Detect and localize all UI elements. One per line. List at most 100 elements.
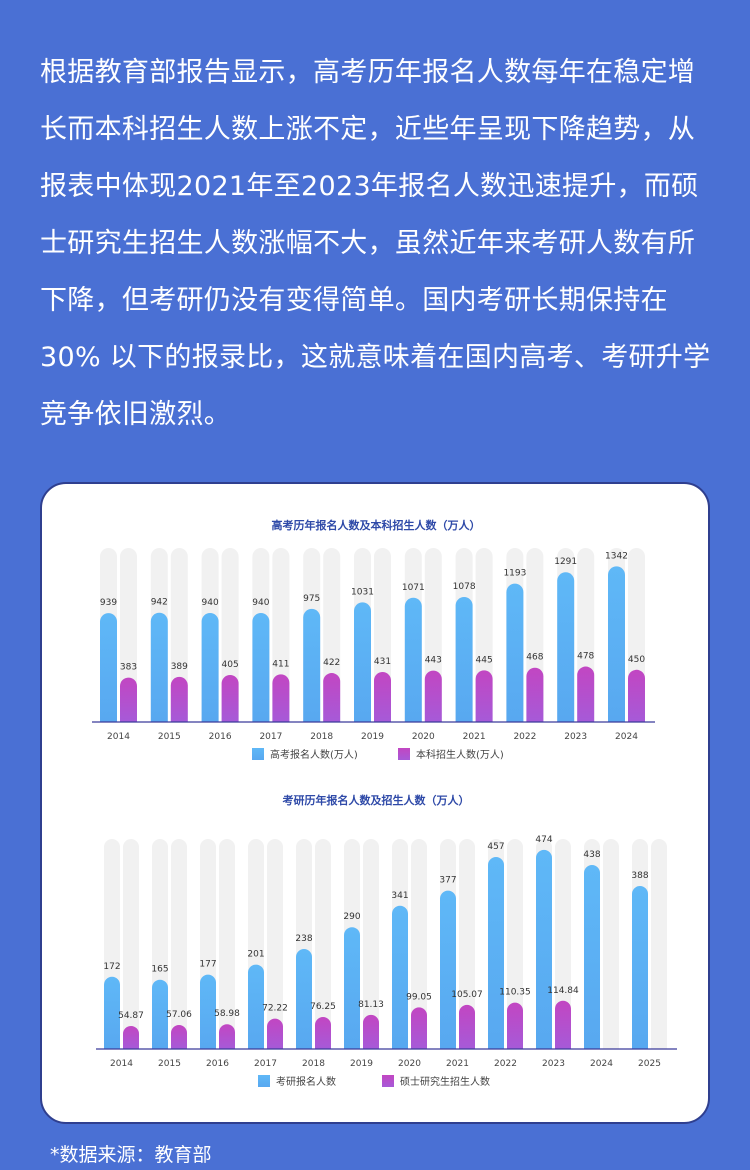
value-label-2024: 1342 <box>605 551 628 561</box>
bar-blue-2024 <box>608 566 625 722</box>
bar-blue-2022 <box>506 583 524 722</box>
value-label-2018: 975 <box>303 594 320 604</box>
bar-blue-2017 <box>252 612 270 722</box>
bar-purple-2017 <box>267 1018 283 1049</box>
value-label-2024: 438 <box>583 850 600 860</box>
x-tick-2015: 2015 <box>158 1059 181 1069</box>
value-label-2017: 72.22 <box>262 1004 288 1014</box>
bar-track <box>267 839 283 1049</box>
intro-paragraph: 根据教育部报告显示，高考历年报名人数每年在稳定增长而本科招生人数上涨不定，近些年… <box>40 57 711 430</box>
legend-swatch-blue <box>258 1075 270 1087</box>
bar-purple-2017 <box>272 674 290 722</box>
value-label-2019: 81.13 <box>358 1000 384 1010</box>
x-tick-2017: 2017 <box>259 732 282 742</box>
value-label-2021: 377 <box>439 876 456 886</box>
bar-track <box>411 839 427 1049</box>
value-label-2020: 1071 <box>402 583 425 593</box>
chart-2-title: 考研历年报名人数及招生人数（万人） <box>283 793 470 807</box>
chart-1: 高考历年报名人数及本科招生人数（万人） 939 383 2014 942 389 2015 9… <box>92 518 655 761</box>
x-tick-2014: 2014 <box>110 1059 133 1069</box>
bar-blue-2015 <box>150 612 168 722</box>
bar-purple-2016 <box>221 675 239 722</box>
bar-blue-2020 <box>404 597 422 722</box>
bar-track <box>555 839 571 1049</box>
bar-blue-2019 <box>344 927 360 1049</box>
x-tick-2017: 2017 <box>254 1059 277 1069</box>
value-label-2019: 290 <box>343 912 360 922</box>
bar-track <box>171 839 187 1049</box>
bar-blue-2021 <box>440 890 456 1049</box>
bar-track <box>459 839 475 1049</box>
x-tick-2018: 2018 <box>310 732 333 742</box>
value-label-2016: 405 <box>222 660 239 670</box>
bar-purple-2018 <box>315 1016 331 1049</box>
value-label-2018: 238 <box>295 934 312 944</box>
x-tick-2015: 2015 <box>158 732 181 742</box>
bar-purple-2019 <box>363 1014 379 1049</box>
value-label-2015: 165 <box>151 965 168 975</box>
legend-swatch-purple <box>398 748 410 760</box>
bar-purple-2022 <box>507 1002 523 1049</box>
value-label-2022: 1193 <box>503 569 526 579</box>
x-tick-2022: 2022 <box>494 1059 517 1069</box>
x-tick-2016: 2016 <box>206 1059 229 1069</box>
value-label-2024: 450 <box>628 655 645 665</box>
bar-purple-2014 <box>120 677 137 722</box>
value-label-2015: 57.06 <box>166 1010 192 1020</box>
bar-blue-2015 <box>152 979 168 1049</box>
bar-blue-2021 <box>455 596 473 722</box>
bar-blue-2022 <box>488 857 504 1049</box>
bar-blue-2016 <box>200 974 216 1049</box>
value-label-2016: 177 <box>199 960 216 970</box>
bar-purple-2021 <box>475 670 493 722</box>
bar-blue-2014 <box>104 976 120 1049</box>
value-label-2014: 383 <box>120 663 137 673</box>
value-label-2020: 99.05 <box>406 992 432 1002</box>
x-tick-2018: 2018 <box>302 1059 325 1069</box>
value-label-2014: 172 <box>103 962 120 972</box>
value-label-2022: 457 <box>487 842 504 852</box>
bar-blue-2025 <box>632 886 648 1049</box>
bar-track <box>219 839 235 1049</box>
value-label-2022: 468 <box>526 653 543 663</box>
bar-purple-2024 <box>628 669 645 722</box>
x-tick-2020: 2020 <box>398 1059 421 1069</box>
value-label-2021: 105.07 <box>451 990 483 1000</box>
bar-blue-2023 <box>536 849 552 1049</box>
chart-card: 高考历年报名人数及本科招生人数（万人） 939 383 2014 942 389 2015 9… <box>40 482 710 1124</box>
bar-blue-2016 <box>201 612 219 722</box>
bar-purple-2023 <box>555 1000 571 1049</box>
value-label-2021: 445 <box>476 655 493 665</box>
bar-track <box>363 839 379 1049</box>
value-label-2021: 1078 <box>453 582 476 592</box>
bar-purple-2015 <box>171 1025 187 1049</box>
chart-1-title: 高考历年报名人数及本科招生人数（万人） <box>272 518 481 532</box>
x-tick-2016: 2016 <box>209 732 232 742</box>
bar-purple-2014 <box>123 1025 139 1049</box>
chart-2: 考研历年报名人数及招生人数（万人） 172 54.87 2014 165 57.06 201… <box>96 793 677 1088</box>
value-label-2019: 1031 <box>351 587 374 597</box>
x-tick-2021: 2021 <box>446 1059 469 1069</box>
value-label-2017: 201 <box>247 950 264 960</box>
x-tick-2019: 2019 <box>361 732 384 742</box>
bar-blue-2018 <box>303 608 321 722</box>
legend-label-2: 硕士研究生招生人数 <box>400 1075 490 1088</box>
charts-canvas: 高考历年报名人数及本科招生人数（万人） 939 383 2014 942 389 2015 9… <box>92 518 677 1088</box>
value-label-2020: 443 <box>425 656 442 666</box>
bar-purple-2015 <box>170 676 188 722</box>
bar-track <box>507 839 523 1049</box>
value-label-2023: 474 <box>535 835 552 845</box>
value-label-2015: 389 <box>171 662 188 672</box>
bar-blue-2018 <box>296 949 312 1049</box>
bar-blue-2020 <box>392 905 408 1049</box>
x-tick-2021: 2021 <box>463 732 486 742</box>
bar-blue-2019 <box>354 602 371 722</box>
value-label-2023: 478 <box>577 652 594 662</box>
value-label-2015: 942 <box>151 598 168 608</box>
value-label-2022: 110.35 <box>499 988 531 998</box>
bar-purple-2018 <box>323 673 341 722</box>
legend-swatch-blue <box>252 748 264 760</box>
value-label-2019: 431 <box>374 657 391 667</box>
value-label-2016: 58.98 <box>214 1009 240 1019</box>
value-label-2017: 940 <box>252 598 269 608</box>
